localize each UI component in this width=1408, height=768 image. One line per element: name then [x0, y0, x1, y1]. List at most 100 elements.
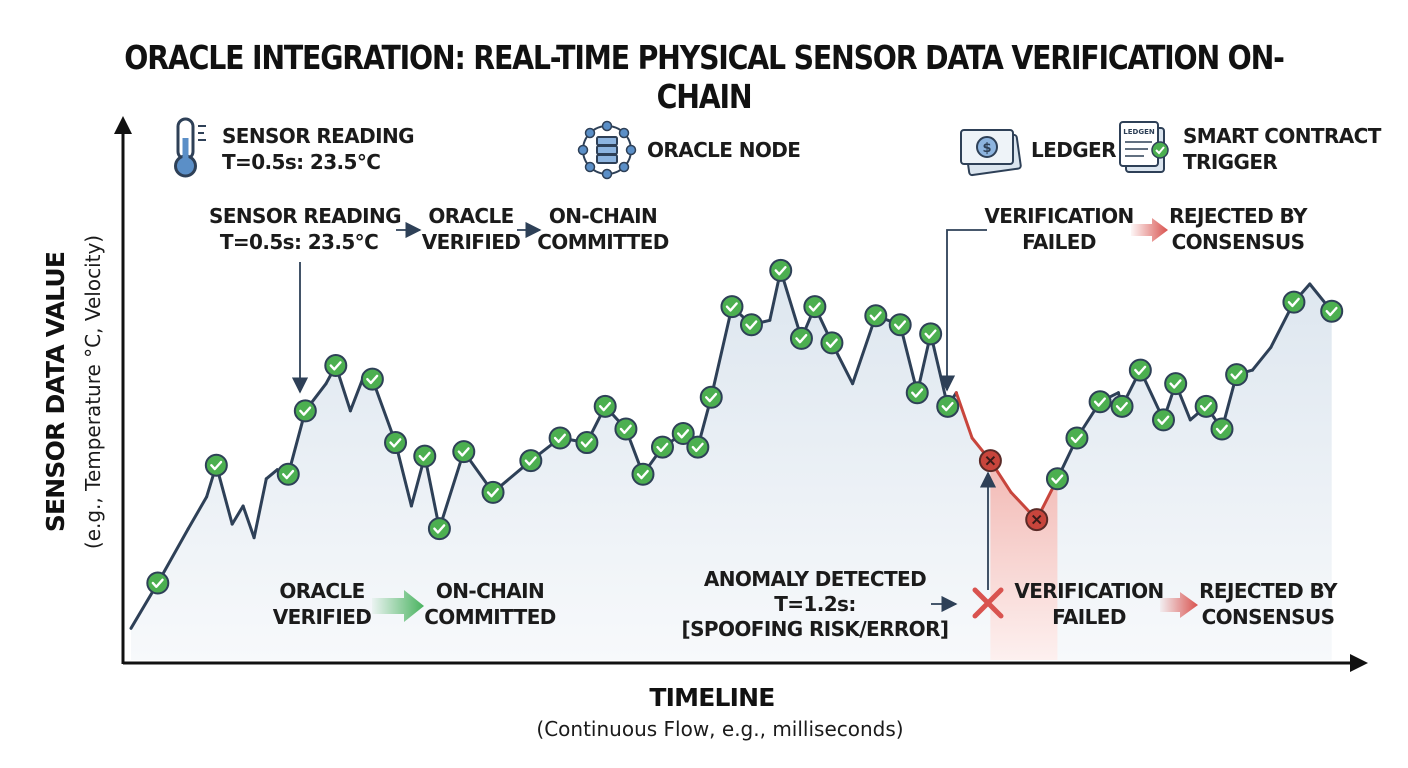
rejected-x-marker	[1025, 508, 1049, 532]
bottom-rejected-line1: REJECTED BY	[1199, 579, 1338, 603]
ledger-cash-icon: $	[960, 129, 1022, 177]
verified-check-marker	[864, 304, 888, 328]
x-axis-title: TIMELINE	[649, 683, 774, 712]
x-axis-subtitle: (Continuous Flow, e.g., milliseconds)	[536, 717, 903, 741]
verified-check-marker	[1210, 417, 1234, 441]
callout-arrow-icon	[938, 229, 987, 392]
verified-check-marker	[204, 453, 228, 477]
verified-check-marker	[548, 426, 572, 450]
legend-sensor-line1: SENSOR READING	[222, 124, 414, 148]
verified-check-marker	[739, 313, 763, 337]
verified-check-marker	[481, 480, 505, 504]
verified-check-marker	[820, 331, 844, 355]
verified-check-marker	[1151, 408, 1175, 432]
verified-check-marker	[1282, 290, 1306, 314]
verified-check-marker	[650, 435, 674, 459]
series-line-segment	[252, 477, 268, 540]
verified-check-marker	[384, 431, 408, 455]
series-line-segment	[264, 468, 279, 481]
verified-check-marker	[905, 381, 929, 405]
verified-check-marker	[1225, 363, 1249, 387]
verified-check-marker	[1128, 358, 1152, 382]
verified-check-marker	[593, 394, 617, 418]
verified-check-marker	[575, 431, 599, 455]
verified-check-marker	[1320, 299, 1344, 323]
chart-title: ORACLE INTEGRATION: REAL-TIME PHYSICAL S…	[124, 38, 1285, 116]
series-line-segment	[929, 332, 950, 408]
flow-failed-line2: FAILED	[1022, 230, 1096, 254]
area-fill-layer	[131, 270, 1332, 660]
red-arrow-icon	[1131, 218, 1168, 242]
verified-check-marker	[686, 435, 710, 459]
verified-check-marker	[427, 517, 451, 541]
series-line-segment	[348, 377, 365, 413]
flow-oracle-line1: ORACLE	[428, 204, 513, 228]
flow-rejected-line1: REJECTED BY	[1169, 204, 1308, 228]
verified-check-marker	[324, 354, 348, 378]
verified-check-marker	[720, 295, 744, 319]
legend-oracle-node: ORACLE NODE	[647, 138, 800, 162]
verified-check-marker	[919, 322, 943, 346]
flow-bottom-oracle-line2: VERIFIED	[273, 605, 372, 629]
series-line-segment	[186, 495, 209, 531]
verified-check-marker	[803, 295, 827, 319]
oracle-node-icon	[577, 120, 637, 180]
series-line-segment	[898, 323, 919, 395]
anomaly-line1: ANOMALY DETECTED	[704, 567, 926, 591]
thermometer-icon	[174, 117, 206, 178]
flow-onchain-line2: COMMITTED	[537, 230, 669, 254]
series-line-segment	[779, 268, 803, 340]
anomaly-line2: T=1.2s:	[774, 592, 856, 616]
verified-check-marker	[413, 444, 437, 468]
series-line-segment	[423, 454, 441, 531]
series-line-segment	[437, 450, 466, 531]
series-line-segment	[851, 314, 878, 386]
y-axis-subtitle: (e.g., Temperature °C, Velocity)	[81, 235, 105, 549]
red-arrow-icon	[1160, 592, 1198, 618]
series-line-segment	[230, 504, 245, 526]
y-axis-arrow-icon	[114, 116, 132, 134]
verified-check-marker	[1194, 394, 1218, 418]
flow-bottom-oracle-line1: ORACLE	[279, 579, 364, 603]
flow-bottom-onchain-line2: COMMITTED	[424, 605, 556, 629]
series-line-segment	[1251, 345, 1273, 372]
verified-check-marker	[452, 440, 476, 464]
legend-ledger: LEDGER	[1031, 138, 1116, 162]
x-axis-arrow-icon	[1350, 654, 1368, 672]
verified-check-marker	[276, 462, 300, 486]
anomaly-line3: [SPOOFING RISK/ERROR]	[682, 617, 949, 641]
anomaly-line-segment	[954, 391, 974, 440]
bottom-failed-line1: VERIFICATION	[1014, 579, 1163, 603]
legend-sensor-line2: T=0.5s: 23.5°C	[222, 150, 380, 174]
verified-check-marker	[699, 385, 723, 409]
verified-check-marker	[1110, 394, 1134, 418]
verified-check-marker	[614, 417, 638, 441]
verified-check-marker	[631, 462, 655, 486]
bottom-failed-line2: FAILED	[1052, 605, 1126, 629]
flow-sensor-line1: SENSOR READING	[209, 204, 401, 228]
ledger-dollar-sign: $	[982, 141, 991, 156]
flow-onchain-line1: ON-CHAIN	[549, 204, 657, 228]
verified-check-marker	[1065, 426, 1089, 450]
verified-check-marker	[769, 258, 793, 282]
bottom-rejected-line2: CONSENSUS	[1202, 605, 1335, 629]
rejected-x-icon	[972, 587, 1004, 619]
verified-check-marker	[936, 394, 960, 418]
verified-check-marker	[1045, 467, 1069, 491]
rejected-x-marker	[978, 449, 1002, 473]
marker-layer	[146, 258, 1344, 595]
series-line-segment	[241, 504, 256, 540]
verified-check-marker	[519, 449, 543, 473]
flow-rejected-line2: CONSENSUS	[1172, 230, 1305, 254]
flow-oracle-line2: VERIFIED	[422, 230, 521, 254]
flow-failed-line1: VERIFICATION	[984, 204, 1133, 228]
flow-bottom-onchain-line1: ON-CHAIN	[436, 579, 544, 603]
verified-check-marker	[1164, 372, 1188, 396]
flow-sensor-line2: T=0.5s: 23.5°C	[220, 230, 378, 254]
anomaly-area-fill	[990, 460, 1058, 660]
legend-smart-line2: TRIGGER	[1183, 150, 1277, 174]
series-line-segment	[709, 305, 734, 399]
verified-check-marker	[146, 571, 170, 595]
